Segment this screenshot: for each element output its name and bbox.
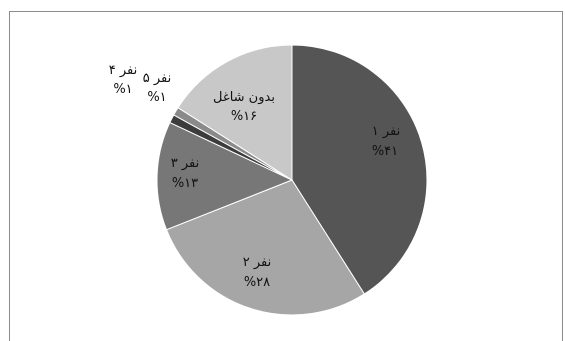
pie-slice [165,179,366,316]
slice-label-name: ۲ نفر [243,255,272,270]
pie-labels: ۱ نفر %۴۱ ۲ نفر %۲۸ ۳ نفر %۱۳ ۴ نفر %۱ ۵… [109,63,401,290]
slice-label-pct: %۱۶ [231,109,257,124]
slice-label-pct: %۱ [147,90,166,105]
slice-label-name: ۱ نفر [372,124,401,139]
pie-slice [156,121,294,231]
pie-slice [177,44,293,181]
pie-slice [291,44,428,295]
slice-label-pct: %۱۳ [172,176,198,191]
slice-label-pct: %۲۸ [244,275,270,290]
slice-label-name: بدون شاغل [213,90,275,105]
slice-label-pct: %۴۱ [372,144,398,159]
pie-slices [156,44,428,316]
slice-label-pct: %۱ [113,82,132,97]
slice-label-name: ۳ نفر [171,156,200,171]
slice-label-name: ۴ نفر [109,63,138,78]
slice-label-name: ۵ نفر [143,71,172,86]
